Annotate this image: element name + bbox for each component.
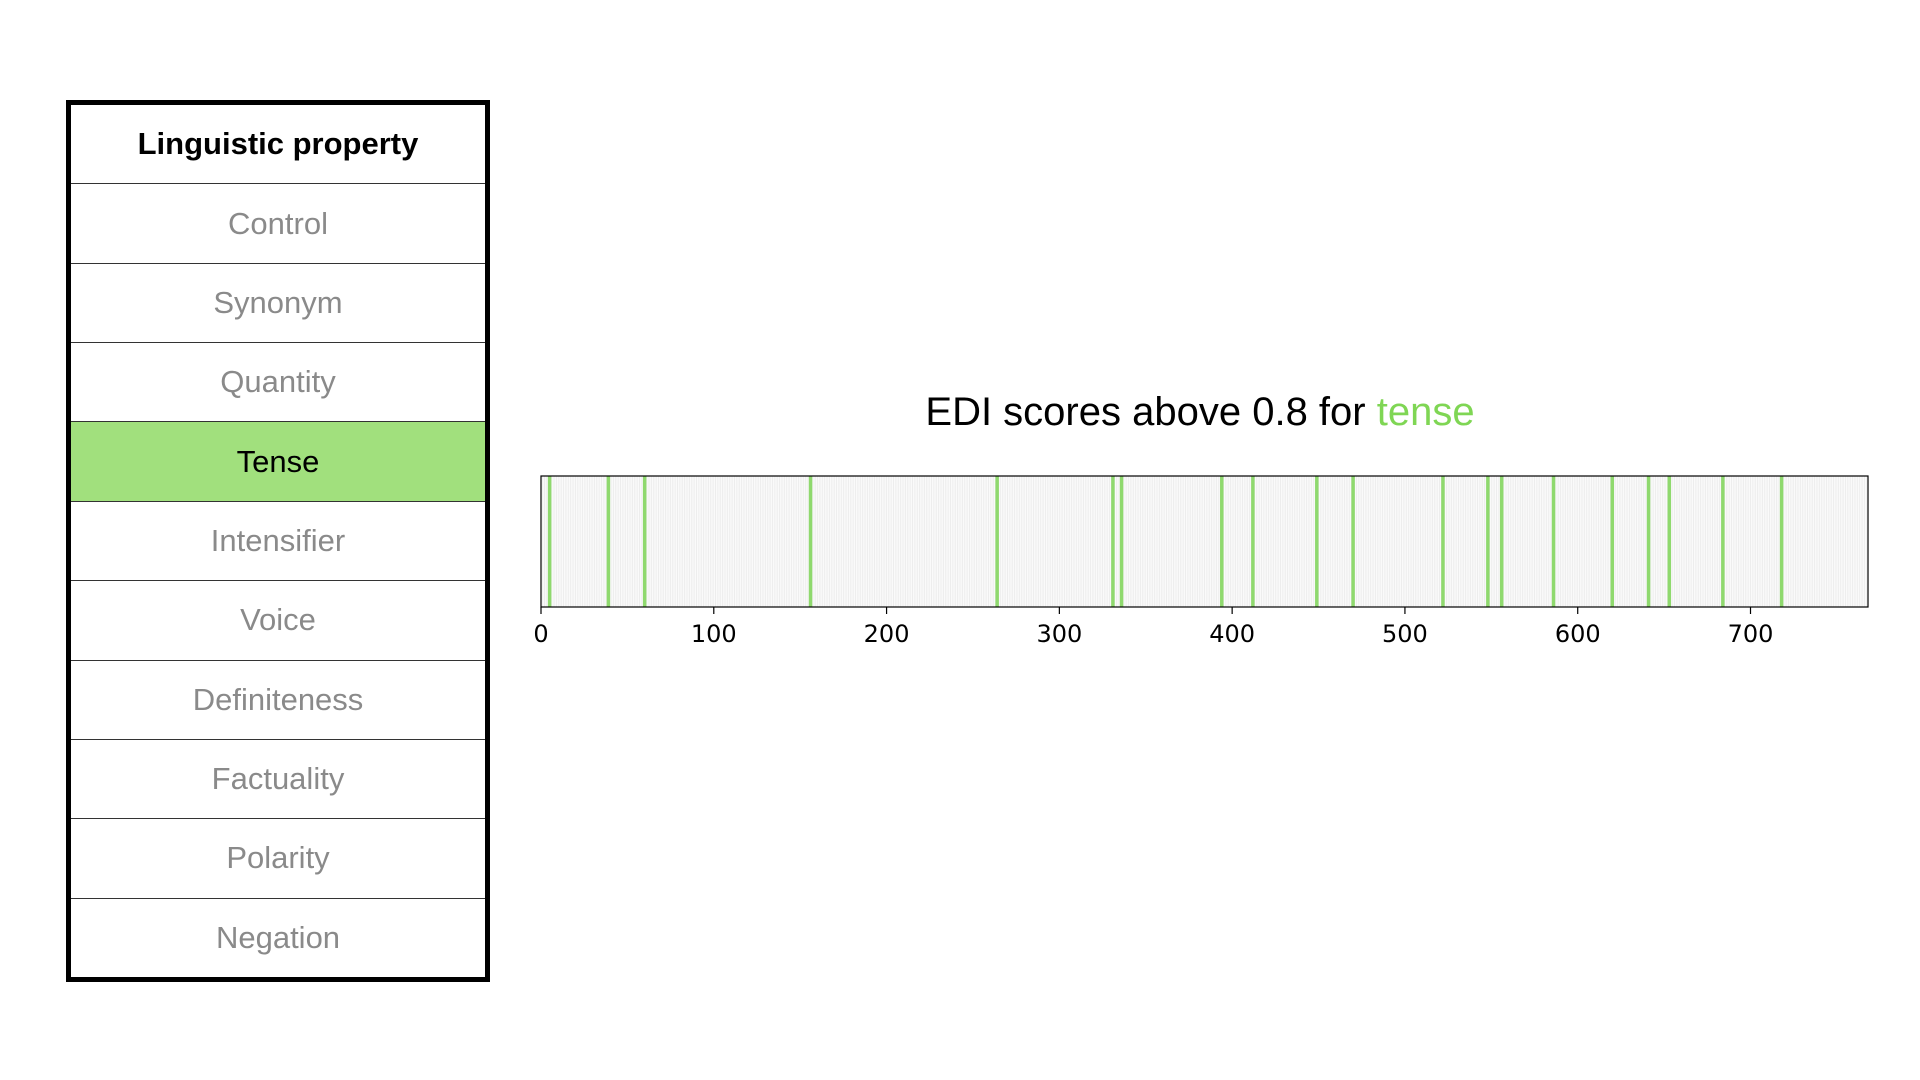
property-row-synonym[interactable]: Synonym xyxy=(71,262,485,342)
property-row-polarity[interactable]: Polarity xyxy=(71,818,485,897)
plot-frame xyxy=(540,475,1869,608)
x-tick-label-500: 500 xyxy=(1382,620,1428,648)
chart-title-prefix: EDI scores above 0.8 for xyxy=(925,390,1366,434)
x-tick-label-400: 400 xyxy=(1209,620,1255,648)
property-row-voice[interactable]: Voice xyxy=(71,580,485,659)
x-tick-label-0: 0 xyxy=(533,620,548,648)
x-tick-label-600: 600 xyxy=(1555,620,1601,648)
chart-title-highlight: tense xyxy=(1376,390,1475,434)
property-row-negation[interactable]: Negation xyxy=(71,897,485,977)
property-row-quantity[interactable]: Quantity xyxy=(71,342,485,421)
x-tick-label-100: 100 xyxy=(691,620,737,648)
x-tick-label-700: 700 xyxy=(1728,620,1774,648)
property-row-control[interactable]: Control xyxy=(71,183,485,262)
grid-lines xyxy=(540,476,1869,607)
chart-title: EDI scores above 0.8 for tense xyxy=(540,390,1860,435)
property-row-factuality[interactable]: Factuality xyxy=(71,738,485,818)
x-tick-label-200: 200 xyxy=(864,620,910,648)
linguistic-property-table: Linguistic property Control Synonym Quanti… xyxy=(66,100,490,982)
property-row-definiteness[interactable]: Definiteness xyxy=(71,659,485,739)
x-tick-label-300: 300 xyxy=(1036,620,1082,648)
property-row-tense[interactable]: Tense xyxy=(71,421,485,501)
table-header: Linguistic property xyxy=(137,126,419,162)
property-row-intensifier[interactable]: Intensifier xyxy=(71,500,485,580)
